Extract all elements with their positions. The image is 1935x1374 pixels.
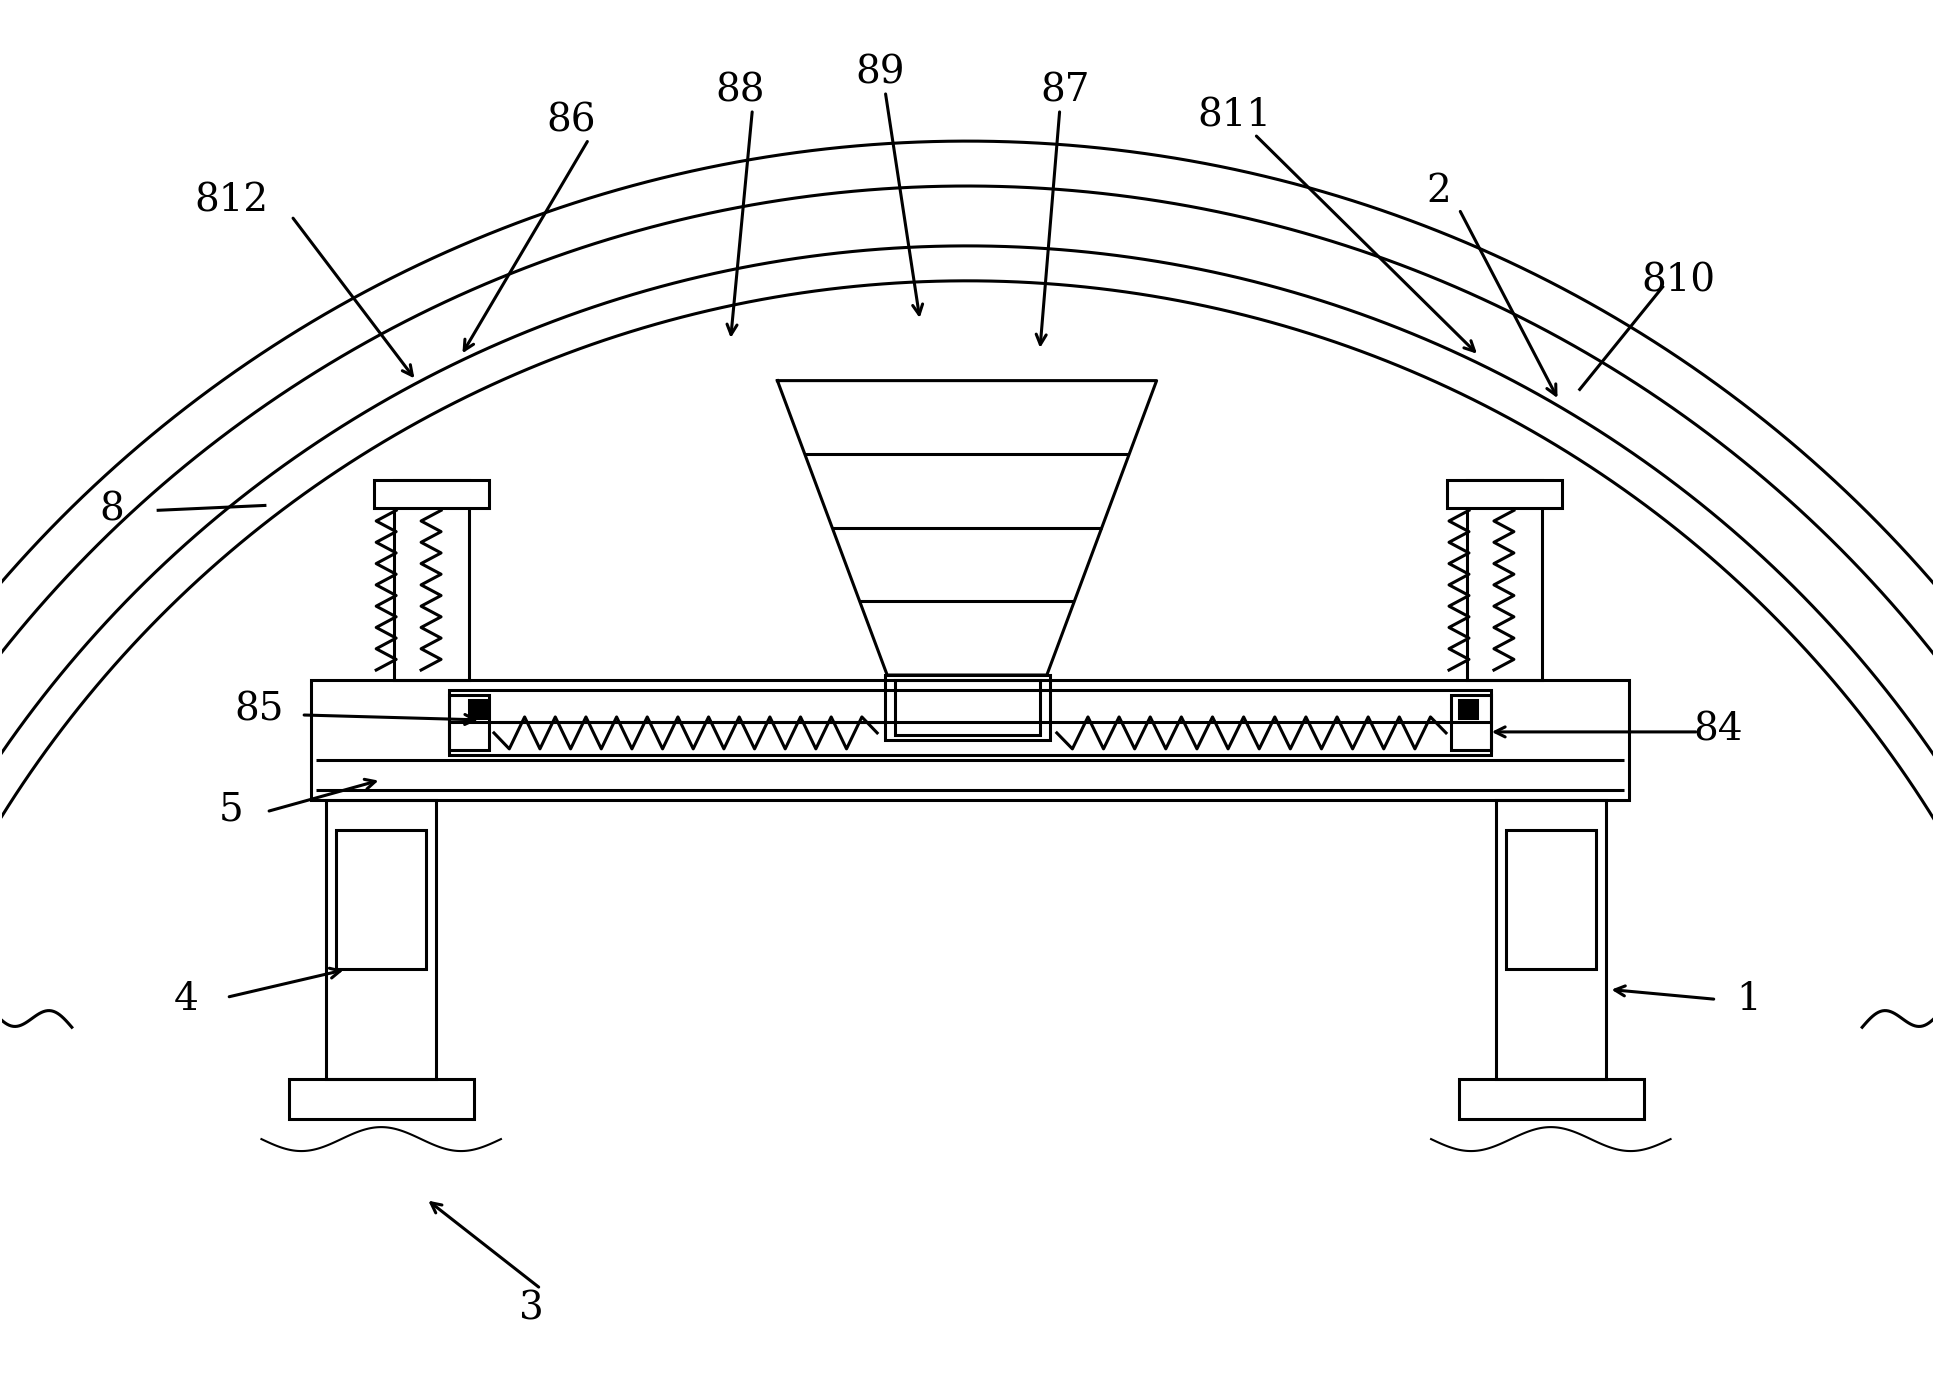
Bar (290, 1079, 474, 1120)
Text: 85: 85 (234, 691, 284, 728)
Bar (884, 675, 1051, 739)
Text: 87: 87 (1039, 73, 1089, 110)
Text: 812: 812 (194, 183, 269, 220)
Bar (468, 699, 488, 719)
Bar (1459, 699, 1476, 719)
Bar (1505, 830, 1596, 970)
Bar (449, 695, 490, 750)
Bar (1467, 481, 1542, 680)
Bar (896, 680, 1039, 735)
Text: 2: 2 (1426, 173, 1451, 209)
Text: 89: 89 (855, 55, 906, 92)
Bar (1459, 1079, 1643, 1120)
Bar (1447, 481, 1562, 508)
Bar (373, 481, 490, 508)
Text: 86: 86 (546, 103, 596, 140)
Text: 3: 3 (519, 1290, 544, 1327)
Text: 1: 1 (1736, 981, 1761, 1018)
Text: 84: 84 (1693, 712, 1743, 749)
Bar (312, 680, 1629, 800)
Bar (337, 830, 426, 970)
Text: 811: 811 (1198, 98, 1271, 135)
Bar (1451, 695, 1492, 750)
Text: 8: 8 (99, 492, 124, 529)
Text: 810: 810 (1641, 262, 1716, 300)
Bar (449, 690, 1492, 754)
Text: 88: 88 (716, 73, 764, 110)
Text: 5: 5 (219, 791, 244, 829)
Bar (327, 800, 435, 1079)
Bar (395, 481, 468, 680)
Bar (1496, 800, 1606, 1079)
Text: 4: 4 (174, 981, 199, 1018)
